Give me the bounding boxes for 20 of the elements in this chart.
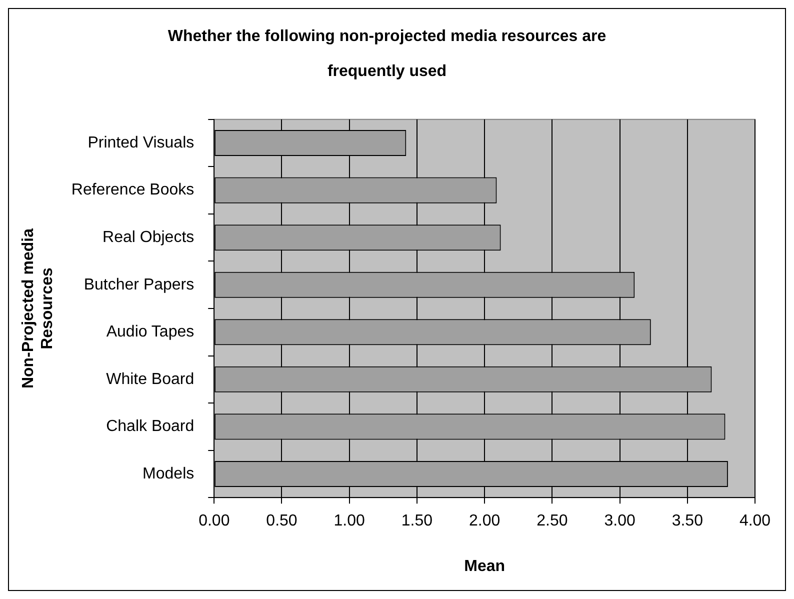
y-tick-label: Chalk Board xyxy=(106,418,194,436)
y-tick-label: Models xyxy=(142,465,194,482)
chart-title: Whether the following non-projected media resources are frequently used xyxy=(168,28,606,80)
x-tick-label: 3.50 xyxy=(672,512,704,530)
x-tick-label: 1.00 xyxy=(334,512,366,530)
y-tick-label: Audio Tapes xyxy=(106,324,194,341)
x-axis-title: Mean xyxy=(464,558,506,575)
x-tick-label: 1.50 xyxy=(401,512,433,530)
y-tick-label: White Board xyxy=(106,370,194,388)
y-axis-title: Non-Projected media Resources xyxy=(20,228,56,389)
x-tick-label: 2.00 xyxy=(468,512,500,530)
y-tick-label: Real Objects xyxy=(102,228,194,246)
y-tick-label: Reference Books xyxy=(71,182,194,199)
x-tick-label: 0.50 xyxy=(266,512,298,530)
x-tick-label: 2.50 xyxy=(536,512,568,530)
x-tick-label: 3.00 xyxy=(604,512,636,530)
x-tick-label: 0.00 xyxy=(198,512,230,530)
y-tick-label: Printed Visuals xyxy=(88,134,194,152)
x-tick-label: 4.00 xyxy=(739,512,771,530)
y-tick-label: Butcher Papers xyxy=(84,276,194,294)
